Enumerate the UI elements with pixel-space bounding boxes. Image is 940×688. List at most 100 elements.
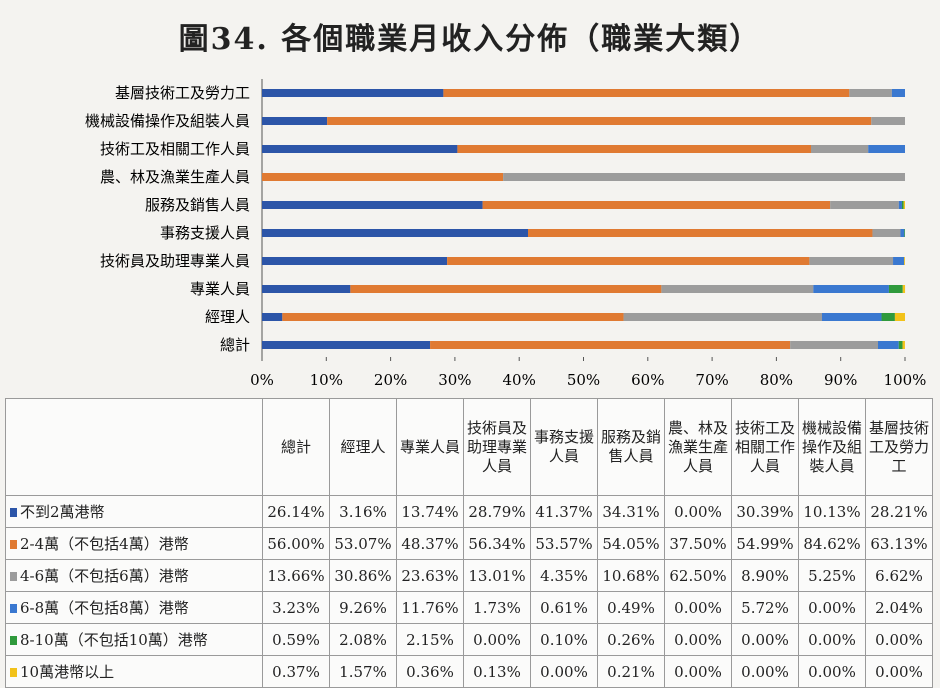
- column-header: 總計: [262, 398, 330, 496]
- bar-segment: [457, 145, 811, 153]
- value-cell: 0.00%: [798, 623, 866, 656]
- value-cell: 0.00%: [731, 655, 799, 688]
- series-label-cell: 6-8萬（不包括8萬）港幣: [5, 591, 263, 624]
- value-cell: 0.00%: [530, 655, 598, 688]
- value-cell: 48.37%: [396, 527, 464, 560]
- x-tick-label: 40%: [503, 371, 536, 389]
- x-tick-label: 20%: [374, 371, 407, 389]
- table-header-row: 總計 經理人 專業人員 技術員及助理專業人員 事務支援人員 服務及銷售人員 農、林及漁業生產…: [5, 398, 933, 496]
- value-cell: 10.13%: [798, 495, 866, 528]
- value-cell: 0.00%: [798, 591, 866, 624]
- bar-segment: [262, 89, 444, 97]
- value-cell: 0.49%: [597, 591, 665, 624]
- legend-swatch: [10, 508, 17, 517]
- bar-segment: [901, 201, 904, 209]
- bar-segment: [898, 341, 903, 349]
- bar-segment: [262, 117, 328, 125]
- value-cell: 30.86%: [329, 559, 397, 592]
- table-row: 6-8萬（不包括8萬）港幣 3.23% 9.26% 11.76% 1.73% 0.61% 0…: [5, 591, 933, 624]
- value-cell: 0.13%: [463, 655, 531, 688]
- series-name: 4-6萬（不包括6萬）港幣: [20, 567, 189, 585]
- value-cell: 0.00%: [664, 591, 732, 624]
- value-cell: 13.01%: [463, 559, 531, 592]
- bar-segment: [262, 201, 483, 209]
- bar-segment: [821, 313, 882, 321]
- value-cell: 2.08%: [329, 623, 397, 656]
- value-cell: 4.35%: [530, 559, 598, 592]
- bar-segment: [902, 285, 906, 293]
- bar-segment: [888, 285, 903, 293]
- value-cell: 37.50%: [664, 527, 732, 560]
- bar-segment: [262, 145, 458, 153]
- x-tick-label: 50%: [567, 371, 600, 389]
- legend-swatch: [10, 572, 17, 581]
- bar-segment: [262, 285, 351, 293]
- value-cell: 1.73%: [463, 591, 531, 624]
- column-header: 基層技術工及勞力工: [865, 398, 933, 496]
- category-label: 基層技術工及勞力工: [115, 84, 250, 102]
- bar-segment: [849, 89, 892, 97]
- bar-segment: [904, 229, 905, 237]
- value-cell: 56.00%: [262, 527, 330, 560]
- legend-swatch: [10, 636, 17, 645]
- value-cell: 11.76%: [396, 591, 464, 624]
- column-header: 技術員及助理專業人員: [463, 398, 531, 496]
- value-cell: 13.66%: [262, 559, 330, 592]
- bar-segment: [810, 145, 869, 153]
- bar-segment: [430, 341, 791, 349]
- x-tick-label: 100%: [884, 371, 927, 389]
- value-cell: 56.34%: [463, 527, 531, 560]
- x-tick-label: 0%: [250, 371, 274, 389]
- value-cell: 0.00%: [798, 655, 866, 688]
- series-name: 8-10萬（不包括10萬）港幣: [20, 631, 208, 649]
- table-row: 10萬港幣以上 0.37% 1.57% 0.36% 0.13% 0.00% 0.21% 0.0…: [5, 655, 933, 688]
- bar-segment: [891, 89, 905, 97]
- bar-segment: [528, 229, 873, 237]
- x-tick-label: 30%: [438, 371, 471, 389]
- x-tick-label: 70%: [695, 371, 728, 389]
- category-label: 技術工及相關工作人員: [100, 140, 250, 158]
- column-header: 機械設備操作及組裝人員: [798, 398, 866, 496]
- column-header: 專業人員: [396, 398, 464, 496]
- series-label-cell: 4-6萬（不包括6萬）港幣: [5, 559, 263, 592]
- value-cell: 28.21%: [865, 495, 933, 528]
- bar-segment: [809, 257, 894, 265]
- category-label: 事務支援人員: [160, 224, 250, 242]
- value-cell: 0.21%: [597, 655, 665, 688]
- bar-segment: [881, 313, 895, 321]
- value-cell: 26.14%: [262, 495, 330, 528]
- series-label-cell: 不到2萬港幣: [5, 495, 263, 528]
- value-cell: 0.00%: [664, 655, 732, 688]
- series-name: 6-8萬（不包括8萬）港幣: [20, 599, 189, 617]
- bar-segment: [894, 313, 905, 321]
- bar-segment: [623, 313, 822, 321]
- bar-segment: [813, 285, 889, 293]
- value-cell: 0.00%: [865, 655, 933, 688]
- category-label: 農、林及漁業生產人員: [100, 168, 250, 186]
- bar-segment: [503, 173, 905, 181]
- legend-swatch: [10, 540, 17, 549]
- table-row: 8-10萬（不包括10萬）港幣 0.59% 2.08% 2.15% 0.00% 0.10%…: [5, 623, 933, 656]
- category-label: 經理人: [205, 308, 250, 326]
- bar-segment: [262, 313, 283, 321]
- value-cell: 0.59%: [262, 623, 330, 656]
- bar-segment: [262, 341, 431, 349]
- value-cell: 62.50%: [664, 559, 732, 592]
- bar-segment: [868, 145, 905, 153]
- category-label: 專業人員: [190, 280, 250, 298]
- value-cell: 2.15%: [396, 623, 464, 656]
- bar-segment: [903, 201, 905, 209]
- table-row: 不到2萬港幣 26.14% 3.16% 13.74% 28.79% 41.37% 34.31…: [5, 495, 933, 528]
- x-tick-label: 90%: [824, 371, 857, 389]
- value-cell: 54.05%: [597, 527, 665, 560]
- value-cell: 0.36%: [396, 655, 464, 688]
- column-header: 事務支援人員: [530, 398, 598, 496]
- table-row: 2-4萬（不包括4萬）港幣 56.00% 53.07% 48.37% 56.34% 53.…: [5, 527, 933, 560]
- series-label-cell: 8-10萬（不包括10萬）港幣: [5, 623, 263, 656]
- bar-segment: [447, 257, 810, 265]
- value-cell: 0.00%: [463, 623, 531, 656]
- value-cell: 0.61%: [530, 591, 598, 624]
- bar-segment: [327, 117, 872, 125]
- value-cell: 13.74%: [396, 495, 464, 528]
- value-cell: 84.62%: [798, 527, 866, 560]
